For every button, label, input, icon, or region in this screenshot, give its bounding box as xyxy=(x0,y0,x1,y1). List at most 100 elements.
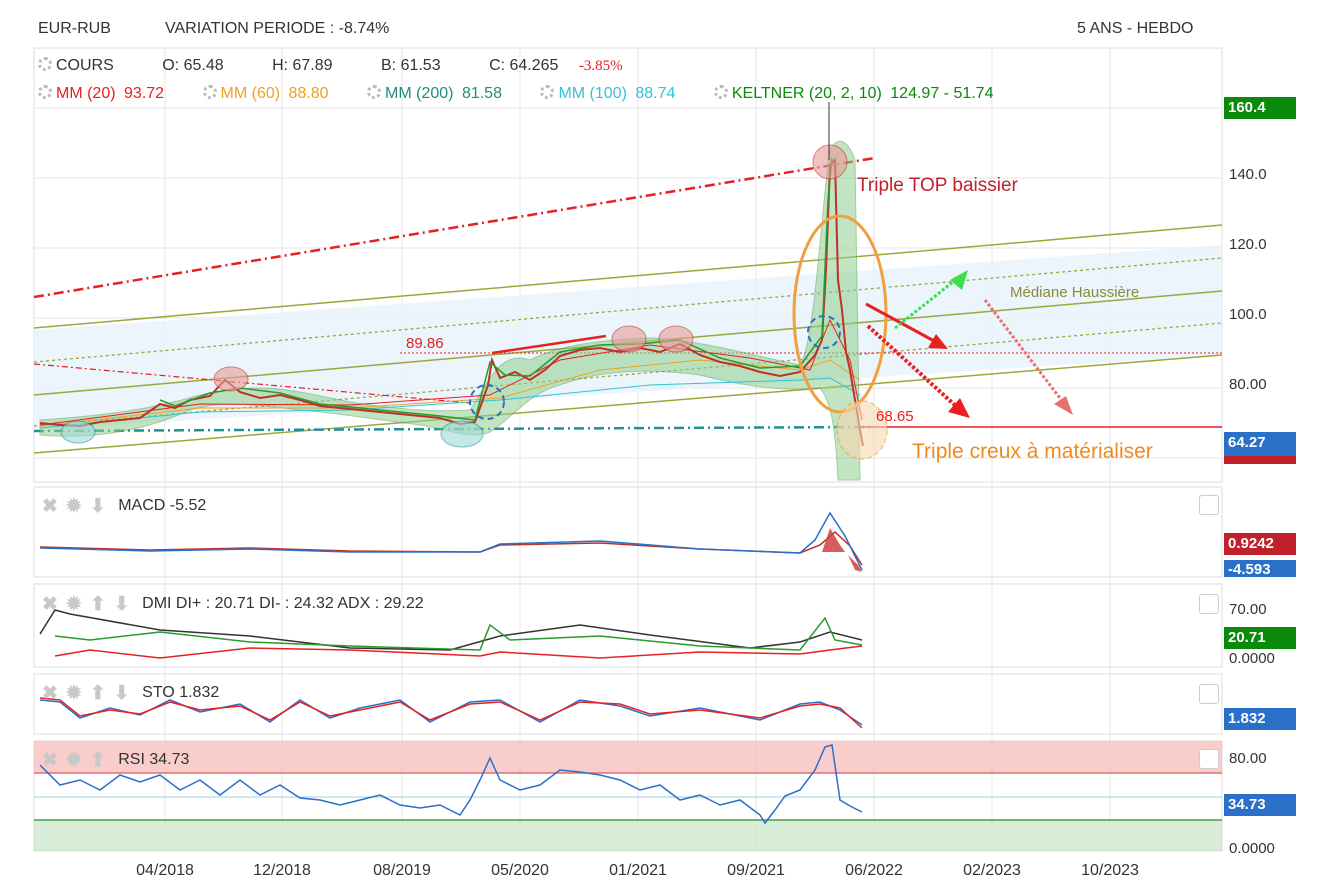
sto-checkbox[interactable] xyxy=(1199,684,1219,704)
close-icon[interactable]: ✖ xyxy=(42,594,58,615)
top-price-badge: 160.4 xyxy=(1224,97,1296,119)
price-tick: 80.00 xyxy=(1229,376,1267,393)
circle-top-2021 xyxy=(658,325,694,353)
price-tick: 120.0 xyxy=(1229,236,1267,253)
gear-icon[interactable] xyxy=(38,85,52,99)
circle-low-2017 xyxy=(60,420,96,444)
red-descending xyxy=(33,363,471,404)
variation-periode: VARIATION PERIODE : -8.74% xyxy=(165,20,390,37)
circle-top-2018 xyxy=(213,366,249,392)
legend-row-cours: COURS O: 65.48 H: 67.89 B: 61.53 C: 64.2… xyxy=(38,57,627,75)
macd-panel-frame xyxy=(33,486,1223,578)
arrow-down-icon[interactable]: ⬇ xyxy=(89,496,106,517)
rsi-oversold xyxy=(34,820,1222,851)
x-tick-label: 05/2020 xyxy=(491,862,549,879)
circle-dash-2022 xyxy=(807,315,841,349)
mm20-value: 93.72 xyxy=(124,85,165,102)
macd-value: -5.52 xyxy=(169,497,207,514)
sto-value: 1.832 xyxy=(179,684,220,701)
low-value: B: 61.53 xyxy=(381,57,441,74)
macd-badge-2: -4.593 xyxy=(1224,560,1296,578)
legend-row-ma: MM (20) 93.72 MM (60) 88.80 MM (200) 81.… xyxy=(38,85,997,103)
dmi-checkbox[interactable] xyxy=(1199,594,1219,614)
dmi-label: DMI xyxy=(142,595,172,612)
mediane-label: Médiane Haussière xyxy=(1010,284,1140,301)
gear-icon[interactable] xyxy=(540,85,555,99)
x-tick-label: 04/2018 xyxy=(136,862,194,879)
x-tick-label: 08/2019 xyxy=(373,862,431,879)
macd-series xyxy=(39,511,863,572)
triple-creux-label: Triple creux à matérialiser xyxy=(912,440,1153,463)
gear-icon[interactable] xyxy=(713,85,728,99)
price-tick: 100.0 xyxy=(1229,306,1267,323)
keltner-label: KELTNER (20, 2, 10) xyxy=(731,85,882,102)
keltner-band xyxy=(39,140,861,481)
x-tick-label: 06/2022 xyxy=(845,862,903,879)
dmi-badge: 20.71 xyxy=(1224,627,1296,649)
gear-icon[interactable]: ✹ xyxy=(65,683,82,704)
mm200-line xyxy=(39,377,861,429)
arrow-up-icon[interactable]: ⬆ xyxy=(89,594,106,615)
cours-label: COURS xyxy=(56,57,114,74)
dmi-legend: ✖ ✹ ⬆ ⬇ DMI DI+ : 20.71 DI- : 24.32 ADX : 2… xyxy=(42,593,424,616)
price-line xyxy=(39,157,864,447)
gear-icon[interactable]: ✹ xyxy=(65,750,82,771)
close-icon[interactable]: ✖ xyxy=(42,496,58,517)
x-tick-label: 01/2021 xyxy=(609,862,667,879)
level-89-label: 89.86 xyxy=(406,335,444,352)
gear-icon[interactable]: ✹ xyxy=(65,496,82,517)
sto-badge: 1.832 xyxy=(1224,708,1296,730)
sto-panel-frame xyxy=(33,673,1223,735)
keltner-value: 124.97 - 51.74 xyxy=(890,85,994,102)
dmi-panel-frame xyxy=(33,583,1223,668)
sto-series xyxy=(39,697,863,729)
period-label[interactable]: 5 ANS - HEBDO xyxy=(1077,20,1194,37)
x-tick-label: 02/2023 xyxy=(963,862,1021,879)
level-68-label: 68.65 xyxy=(876,408,914,425)
mm100-label: MM (100) xyxy=(558,85,627,102)
gear-icon[interactable] xyxy=(38,57,52,71)
last-price-badge: 64.27 xyxy=(1224,432,1296,456)
mm20-line xyxy=(39,318,863,426)
red-resistance xyxy=(33,156,876,299)
sto-legend: ✖ ✹ ⬆ ⬇ STO 1.832 xyxy=(42,682,219,705)
arrow-down-icon[interactable]: ⬇ xyxy=(113,683,130,704)
gear-icon[interactable]: ✹ xyxy=(65,594,82,615)
circle-top-2020 xyxy=(611,325,647,353)
rsi-overbought xyxy=(34,741,1222,773)
dmi-axis-top: 70.00 xyxy=(1229,601,1267,618)
arrow-up-icon[interactable]: ⬆ xyxy=(89,750,106,771)
close-icon[interactable]: ✖ xyxy=(42,683,58,704)
gear-icon[interactable] xyxy=(202,85,217,99)
close-value: C: 64.265 xyxy=(489,57,559,74)
dmi-value: DI+ : 20.71 DI- : 24.32 ADX : 29.22 xyxy=(175,595,424,612)
symbol: EUR-RUB xyxy=(38,20,111,37)
last-price-badge-red xyxy=(1224,456,1296,464)
mm20-label: MM (20) xyxy=(56,85,116,102)
macd-legend: ✖ ✹ ⬇ MACD -5.52 xyxy=(42,495,206,518)
circle-dash-2020 xyxy=(469,384,505,420)
red-trend-top xyxy=(491,334,607,355)
rsi-line xyxy=(39,744,863,825)
rsi-legend: ✖ ✹ ⬆ RSI 34.73 xyxy=(42,749,189,772)
dmi-series xyxy=(39,609,863,659)
mm60-line xyxy=(39,359,861,427)
triple-top-label: Triple TOP baissier xyxy=(857,175,1018,196)
rsi-label: RSI xyxy=(118,751,145,768)
price-line-green xyxy=(159,157,833,421)
arrow-up-icon[interactable]: ⬆ xyxy=(89,683,106,704)
close-icon[interactable]: ✖ xyxy=(42,750,58,771)
mm200-label: MM (200) xyxy=(385,85,454,102)
open-value: O: 65.48 xyxy=(162,57,224,74)
macd-checkbox[interactable] xyxy=(1199,495,1219,515)
x-tick-label: 09/2021 xyxy=(727,862,785,879)
arrows xyxy=(865,270,1073,418)
high-value: H: 67.89 xyxy=(272,57,333,74)
rsi-badge: 34.73 xyxy=(1224,794,1296,816)
gear-icon[interactable] xyxy=(367,85,382,99)
arrow-down-icon[interactable]: ⬇ xyxy=(113,594,130,615)
dmi-axis-bottom: 0.0000 xyxy=(1229,650,1275,667)
rsi-checkbox[interactable] xyxy=(1199,749,1219,769)
rsi-axis-top: 80.00 xyxy=(1229,750,1267,767)
